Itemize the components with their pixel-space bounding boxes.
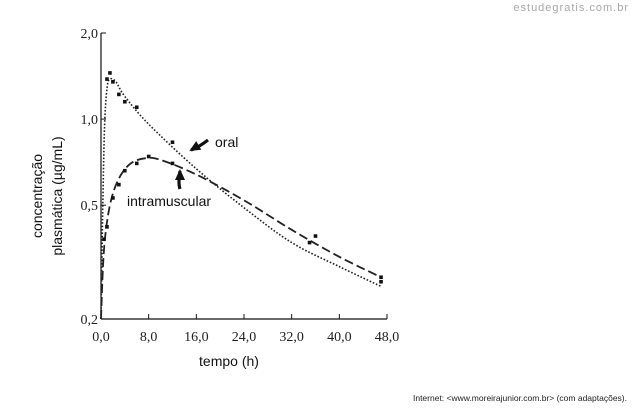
series-intramuscular — [100, 154, 383, 320]
data-point-oral — [117, 92, 121, 97]
x-tick-label: 32,0 — [279, 330, 304, 345]
data-point-oral — [313, 234, 318, 238]
labels: tempo (h) concentração plasmática (µg/mL) o… — [29, 134, 259, 369]
data-point-intramuscular — [111, 196, 115, 200]
data-point-oral — [111, 80, 115, 84]
arrow-intramuscular — [175, 169, 185, 190]
series-line-intramuscular — [100, 156, 382, 320]
x-tick-label: 0,0 — [92, 330, 110, 345]
y-tick-label: 2,0 — [81, 27, 99, 42]
y-tick-label: 0,2 — [81, 313, 99, 328]
series-oral — [100, 71, 383, 320]
series-layer — [100, 71, 383, 320]
x-tick-label: 8,0 — [140, 330, 158, 345]
y-tick-label: 1,0 — [81, 113, 99, 128]
data-point-intramuscular — [146, 154, 151, 159]
data-point-intramuscular — [102, 237, 106, 242]
data-point-intramuscular — [123, 168, 127, 173]
series-line-oral — [100, 77, 382, 320]
axis-ticks: 0,0 8,0 16,0 24,0 32,0 40,0 48,0 0,2 0,5 1,0 2,0 — [81, 27, 400, 345]
data-point-oral — [379, 279, 383, 284]
data-point-intramuscular — [134, 161, 139, 166]
data-point-oral — [105, 77, 109, 81]
data-point-oral — [108, 71, 112, 75]
axes — [100, 33, 387, 320]
x-tick-label: 24,0 — [232, 330, 257, 345]
data-point-intramuscular — [379, 275, 383, 280]
y-tick-label: 0,5 — [81, 199, 99, 214]
arrow-oral — [189, 138, 209, 152]
source-credit: Internet: <www.moreirajunior.com.br> (co… — [412, 393, 627, 403]
x-tick-label: 16,0 — [184, 330, 209, 345]
x-tick-label: 40,0 — [327, 330, 352, 345]
data-point-intramuscular — [117, 182, 121, 187]
data-point-intramuscular — [170, 161, 175, 166]
data-point-intramuscular — [105, 225, 109, 229]
data-point-oral — [134, 105, 139, 110]
y-axis-title-line-1: concentração — [29, 154, 45, 238]
x-tick-label: 48,0 — [375, 330, 400, 345]
data-point-intramuscular — [307, 240, 312, 245]
data-point-oral — [170, 140, 175, 145]
x-axis-title: tempo (h) — [199, 353, 259, 369]
annotation-oral: oral — [215, 134, 238, 150]
annotation-intramuscular: intramuscular — [127, 193, 211, 209]
y-axis-title-line-2: plasmática (µg/mL) — [49, 136, 65, 255]
data-point-oral — [123, 99, 127, 104]
watermark: estudegratis.com.br — [513, 2, 629, 14]
